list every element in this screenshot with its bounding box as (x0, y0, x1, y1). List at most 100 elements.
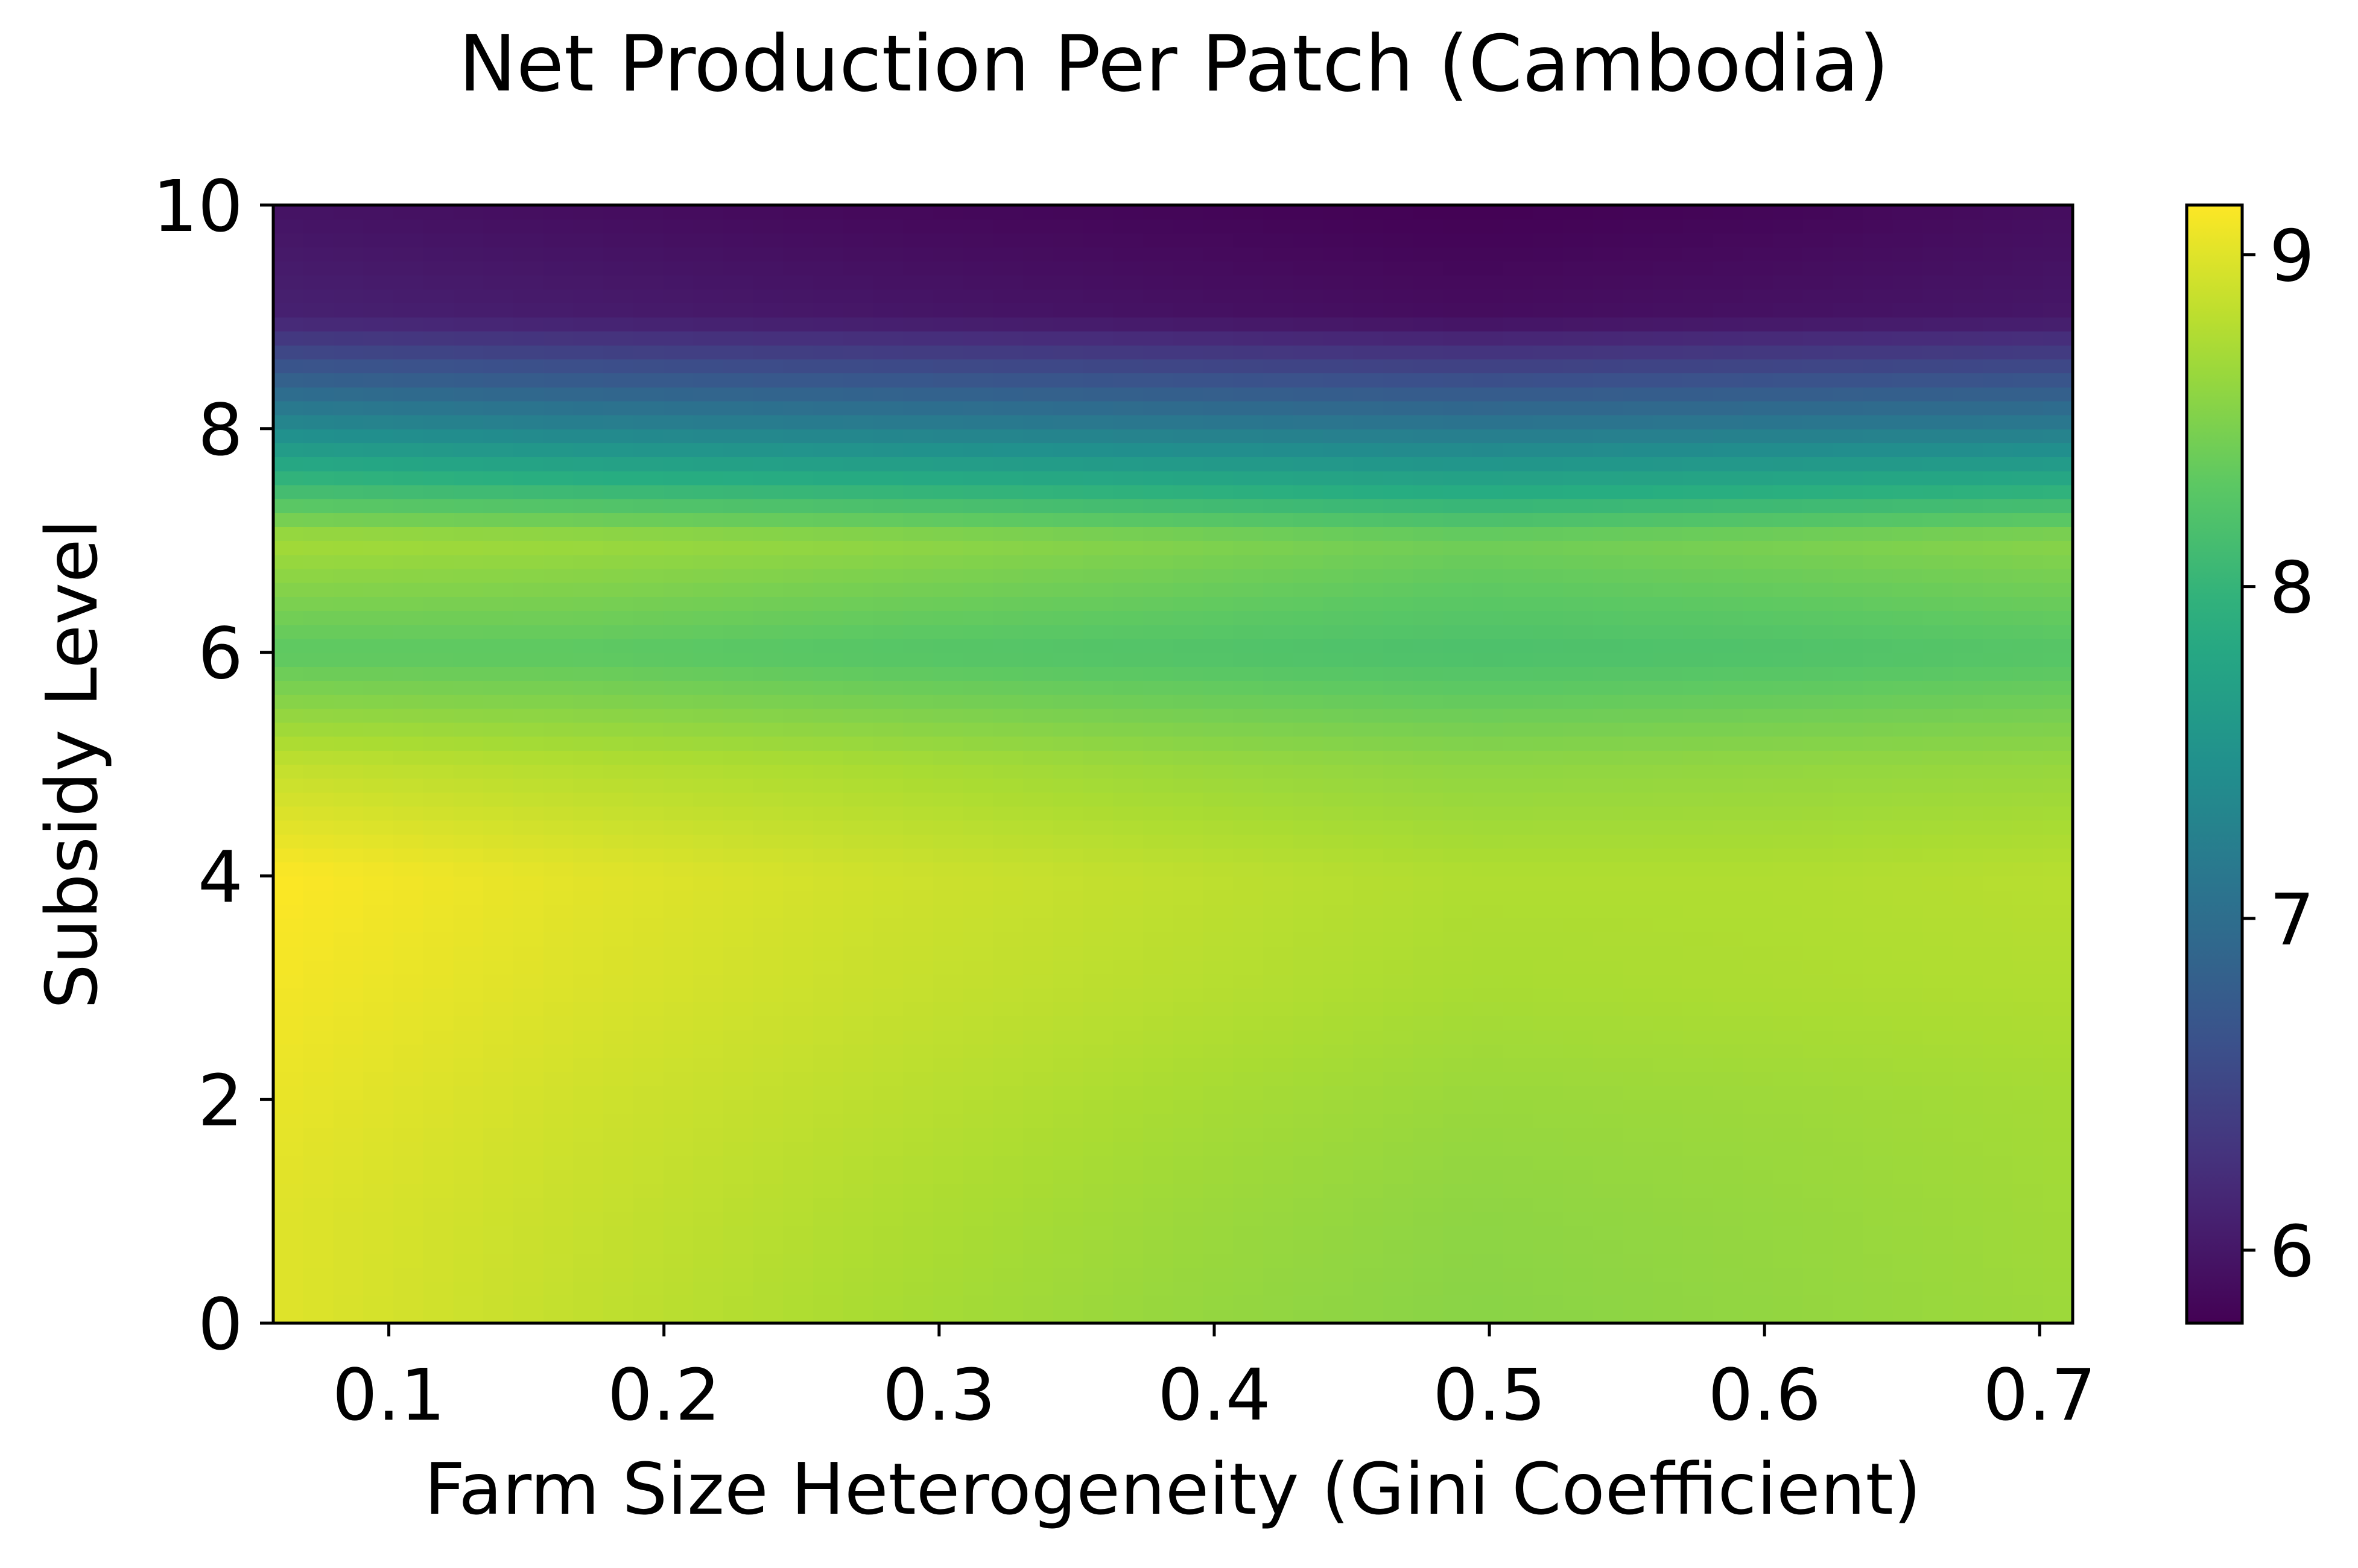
heatmap-cell (1383, 1183, 1414, 1198)
heatmap-cell (1203, 862, 1234, 877)
heatmap-cell (1323, 680, 1354, 695)
heatmap-cell (1232, 973, 1264, 988)
heatmap-cell (273, 1267, 304, 1282)
heatmap-cell (1892, 512, 1924, 528)
heatmap-cell (543, 1113, 574, 1128)
heatmap-cell (453, 959, 484, 975)
heatmap-cell (363, 987, 394, 1002)
heatmap-cell (1833, 946, 1863, 961)
heatmap-cell (993, 554, 1024, 569)
heatmap-cell (813, 932, 844, 947)
heatmap-cell (393, 764, 424, 779)
y-axis-label: Subsidy Level (30, 519, 113, 1010)
heatmap-cell (663, 1169, 694, 1184)
heatmap-cell (1352, 848, 1384, 863)
heatmap-cell (1802, 1225, 1834, 1240)
heatmap-cell (963, 428, 994, 443)
heatmap-cell (723, 512, 754, 528)
heatmap-cell (273, 694, 304, 709)
heatmap-cell (1173, 680, 1204, 695)
heatmap-cell (753, 764, 784, 779)
heatmap-cell (1953, 1057, 1983, 1072)
heatmap-cell (423, 596, 454, 612)
heatmap-cell (843, 708, 874, 723)
heatmap-cell (963, 932, 994, 947)
heatmap-cell (993, 512, 1024, 528)
heatmap-cell (1892, 303, 1924, 318)
heatmap-cell (1143, 1169, 1174, 1184)
heatmap-cell (1143, 806, 1174, 821)
heatmap-cell (1232, 414, 1264, 429)
heatmap-cell (1593, 358, 1624, 374)
heatmap-cell (1293, 903, 1324, 918)
heatmap-cell (1652, 652, 1684, 667)
heatmap-cell (573, 862, 604, 877)
heatmap-cell (1383, 1309, 1414, 1324)
heatmap-cell (273, 1113, 304, 1128)
heatmap-cell (1232, 387, 1264, 402)
heatmap-cell (813, 484, 844, 499)
heatmap-cell (333, 400, 364, 416)
heatmap-cell (1562, 1253, 1594, 1268)
heatmap-cell (1743, 540, 1773, 555)
heatmap-cell (483, 917, 514, 933)
heatmap-cell (783, 932, 814, 947)
heatmap-cell (1383, 233, 1414, 248)
heatmap-cell (783, 708, 814, 723)
heatmap-cell (1413, 946, 1444, 961)
heatmap-cell (573, 1253, 604, 1268)
heatmap-cell (1802, 512, 1834, 528)
heatmap-cell (1143, 470, 1174, 485)
heatmap-cell (1352, 652, 1384, 667)
heatmap-cell (963, 1225, 994, 1240)
heatmap-cell (1143, 358, 1174, 374)
heatmap-cell (2012, 596, 2044, 612)
heatmap-cell (1232, 484, 1264, 499)
heatmap-cell (1772, 289, 1804, 304)
heatmap-cell (1562, 1043, 1594, 1058)
heatmap-cell (843, 946, 874, 961)
heatmap-cell (1833, 736, 1863, 751)
heatmap-cell (1713, 400, 1744, 416)
heatmap-cell (543, 792, 574, 807)
heatmap-cell (1383, 1225, 1414, 1240)
heatmap-cell (1922, 680, 1954, 695)
heatmap-cell (1413, 1309, 1444, 1324)
heatmap-cell (663, 1309, 694, 1324)
heatmap-cell (1682, 400, 1714, 416)
heatmap-cell (993, 373, 1024, 388)
heatmap-cell (1442, 666, 1474, 681)
heatmap-cell (1293, 792, 1324, 807)
heatmap-cell (903, 708, 934, 723)
heatmap-cell (1383, 833, 1414, 849)
heatmap-cell (1472, 876, 1504, 891)
heatmap-cell (1533, 1086, 1564, 1101)
heatmap-cell (1503, 1267, 1534, 1282)
heatmap-cell (513, 414, 544, 429)
heatmap-cell (783, 442, 814, 458)
heatmap-cell (963, 373, 994, 388)
heatmap-cell (843, 903, 874, 918)
heatmap-cell (333, 358, 364, 374)
heatmap-cell (873, 582, 904, 597)
heatmap-cell (1533, 205, 1564, 220)
heatmap-cell (1623, 932, 1653, 947)
heatmap-cell (1472, 330, 1504, 346)
heatmap-cell (633, 1253, 664, 1268)
heatmap-cell (723, 400, 754, 416)
heatmap-cell (1892, 1225, 1924, 1240)
heatmap-cell (363, 274, 394, 290)
heatmap-cell (1953, 205, 1983, 220)
heatmap-cell (633, 582, 664, 597)
heatmap-cell (393, 862, 424, 877)
heatmap-cell (663, 442, 694, 458)
heatmap-cell (1953, 890, 1983, 905)
heatmap-cell (1232, 806, 1264, 821)
heatmap-cell (1713, 806, 1744, 821)
heatmap-cell (423, 1155, 454, 1171)
heatmap-cell (1833, 1057, 1863, 1072)
heatmap-cell (1413, 1057, 1444, 1072)
heatmap-cell (933, 303, 964, 318)
heatmap-cell (1173, 638, 1204, 653)
heatmap-cell (933, 568, 964, 583)
